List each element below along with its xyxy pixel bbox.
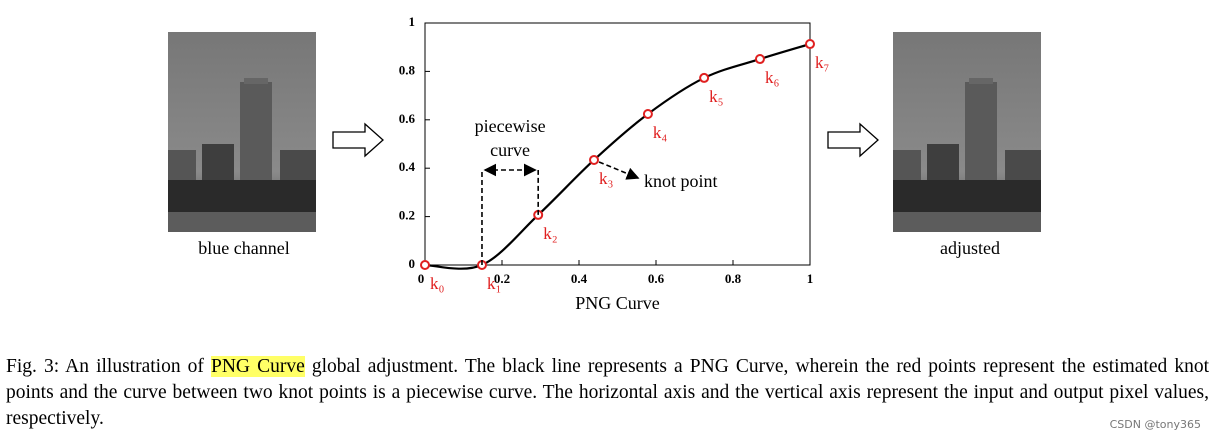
x-tick-label: 0.8 xyxy=(725,271,742,286)
x-tick-label: 0.6 xyxy=(648,271,665,286)
arrow xyxy=(827,122,879,158)
x-axis-label: PNG Curve xyxy=(575,293,660,313)
y-tick-label: 0.6 xyxy=(399,111,416,126)
y-tick-label: 0 xyxy=(409,256,416,271)
caption-highlight: PNG Curve xyxy=(211,356,305,377)
y-tick-label: 0.8 xyxy=(399,62,416,77)
x-tick-label: 0.4 xyxy=(571,271,588,286)
arrow xyxy=(332,122,384,158)
knot-label: k₃ xyxy=(599,169,614,188)
plot-frame xyxy=(424,22,811,266)
knot-point xyxy=(805,39,815,50)
knot-point xyxy=(420,260,430,270)
left-label: blue channel xyxy=(198,238,289,258)
watermark: CSDN @tony365 xyxy=(1109,418,1201,431)
knot-point xyxy=(699,72,710,83)
knot-label: k₄ xyxy=(653,123,668,142)
annotation: curve xyxy=(490,140,530,160)
y-tick-label: 1 xyxy=(409,14,416,29)
knot-point xyxy=(754,54,765,65)
knot-label: k₆ xyxy=(765,68,780,87)
annotation: knot point xyxy=(644,171,718,191)
y-tick-label: 0.2 xyxy=(399,208,415,223)
y-tick-label: 0.4 xyxy=(399,159,416,174)
x-tick-label: 0 xyxy=(418,271,425,286)
knot-label: k₇ xyxy=(815,53,830,72)
output-image xyxy=(893,32,1041,232)
knot-point xyxy=(642,108,653,119)
input-image xyxy=(168,32,316,232)
knot-label: k₅ xyxy=(709,87,724,106)
caption-text: global adjustment. The black line repres… xyxy=(6,356,1210,429)
figure: blue channel adjusted 0 0.2 0.4 0.6 0.8 1 0 0.2… xyxy=(168,14,1041,313)
knot-label: k₂ xyxy=(543,224,557,243)
knot-point xyxy=(589,154,600,165)
x-tick-label: 0.2 xyxy=(494,271,510,286)
knot-label: k₁ xyxy=(487,274,501,293)
caption: Fig. 3: An illustration of PNG Curve glo… xyxy=(6,354,1209,432)
annotation-arrow xyxy=(598,161,640,180)
caption-prefix: Fig. 3: An illustration of xyxy=(6,356,204,377)
curve xyxy=(424,43,811,270)
knot-label: k₀ xyxy=(430,274,445,293)
right-label: adjusted xyxy=(940,238,1000,258)
annotation: piecewise xyxy=(475,116,546,136)
x-tick-label: 1 xyxy=(807,271,814,286)
